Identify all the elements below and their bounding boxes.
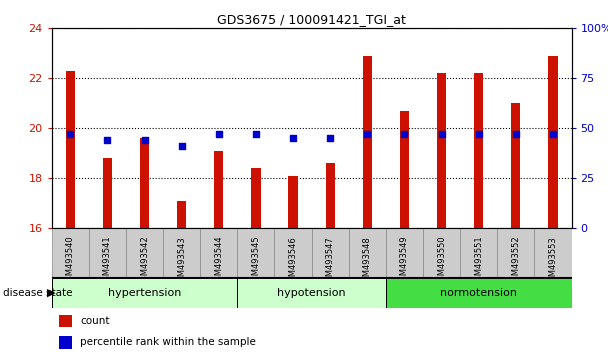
Point — [140, 137, 150, 143]
Bar — [400, 111, 409, 228]
Bar — [497, 228, 534, 278]
Bar — [126, 228, 163, 278]
Bar — [386, 228, 423, 278]
Point — [288, 136, 298, 141]
Bar — [177, 201, 186, 228]
Bar — [534, 228, 572, 278]
Bar — [66, 71, 75, 228]
Bar — [362, 56, 372, 228]
Text: count: count — [80, 316, 110, 326]
Bar — [89, 228, 126, 278]
Bar — [60, 336, 72, 349]
Text: GSM493545: GSM493545 — [251, 236, 260, 286]
Point — [437, 131, 446, 137]
Text: GSM493552: GSM493552 — [511, 236, 520, 286]
Point — [214, 131, 224, 137]
Bar — [349, 228, 386, 278]
Bar — [511, 103, 520, 228]
Bar — [214, 151, 223, 228]
Bar — [251, 169, 261, 228]
Bar — [325, 163, 335, 228]
Bar — [237, 278, 386, 308]
Text: normotension: normotension — [440, 288, 517, 298]
Bar — [163, 228, 200, 278]
Text: GSM493548: GSM493548 — [363, 236, 372, 286]
Bar — [200, 228, 237, 278]
Text: hypertension: hypertension — [108, 288, 181, 298]
Text: GSM493543: GSM493543 — [177, 236, 186, 286]
Bar — [311, 228, 349, 278]
Bar — [52, 228, 89, 278]
Point — [474, 131, 483, 137]
Point — [399, 131, 409, 137]
Point — [325, 136, 335, 141]
Point — [362, 131, 372, 137]
Text: GSM493544: GSM493544 — [214, 236, 223, 286]
Bar — [423, 228, 460, 278]
Bar — [474, 73, 483, 228]
Text: GSM493549: GSM493549 — [400, 236, 409, 286]
Bar — [437, 73, 446, 228]
Text: GSM493553: GSM493553 — [548, 236, 558, 286]
Bar — [548, 56, 558, 228]
Point — [251, 131, 261, 137]
Text: hypotension: hypotension — [277, 288, 346, 298]
Text: GSM493550: GSM493550 — [437, 236, 446, 286]
Text: GSM493540: GSM493540 — [66, 236, 75, 286]
Bar — [386, 278, 572, 308]
Text: GSM493542: GSM493542 — [140, 236, 149, 286]
Point — [103, 137, 112, 143]
Point — [177, 143, 187, 149]
Bar — [140, 138, 149, 228]
Point — [511, 131, 520, 137]
Text: GSM493541: GSM493541 — [103, 236, 112, 286]
Text: GSM493547: GSM493547 — [326, 236, 334, 286]
Text: percentile rank within the sample: percentile rank within the sample — [80, 337, 256, 348]
Bar — [288, 176, 298, 228]
Text: disease state: disease state — [3, 288, 72, 298]
Point — [548, 131, 558, 137]
Text: ▶: ▶ — [47, 288, 56, 298]
Bar — [103, 158, 112, 228]
Point — [66, 131, 75, 137]
Bar — [60, 315, 72, 327]
Bar — [52, 278, 237, 308]
Bar — [274, 228, 311, 278]
Title: GDS3675 / 100091421_TGI_at: GDS3675 / 100091421_TGI_at — [217, 13, 406, 26]
Bar — [460, 228, 497, 278]
Bar — [237, 228, 274, 278]
Text: GSM493551: GSM493551 — [474, 236, 483, 286]
Text: GSM493546: GSM493546 — [289, 236, 297, 286]
